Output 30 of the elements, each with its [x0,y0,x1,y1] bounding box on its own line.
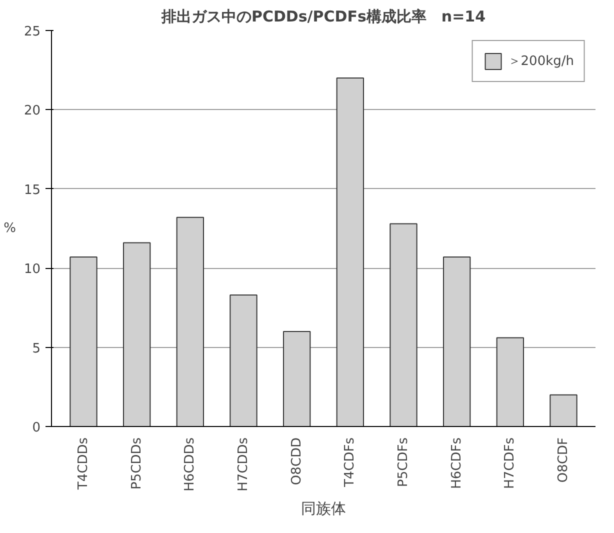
x-axis-title: 同族体 [301,499,346,518]
bar [390,223,418,426]
y-tick-label: 25 [24,24,41,40]
y-axis-title: % [4,221,16,236]
bar [176,216,204,426]
x-tick-label: O8CDF [556,437,571,483]
x-tick-label: H6CDFs [449,437,464,489]
bar [336,78,364,426]
y-tick-label: 10 [24,262,41,278]
x-tick-label: T4CDDs [76,437,91,491]
x-tick-label: P5CDFs [396,437,411,487]
y-tick-label: 5 [32,341,41,356]
bar [283,330,311,426]
bar [230,294,258,426]
bar [496,337,524,426]
bar [123,242,151,426]
x-tick-label: P5CDDs [129,437,144,490]
bar [550,394,578,426]
x-tick-label: H7CDFs [502,437,518,489]
y-tick-label: 0 [32,420,41,436]
x-tick-label: T4CDFs [342,437,358,488]
bar [70,256,98,426]
chart-title: 排出ガス中のPCDDs/PCDFs構成比率 n=14 [160,8,486,26]
y-tick-label: 15 [24,182,41,198]
x-tick-label: O8CDD [289,437,304,486]
bar [443,256,471,426]
y-tick-label: 20 [24,104,41,119]
x-tick-label: H7CDDs [236,437,251,492]
legend-label: ＞200kg/h [508,53,574,70]
x-tick-label: H6CDDs [182,437,198,492]
